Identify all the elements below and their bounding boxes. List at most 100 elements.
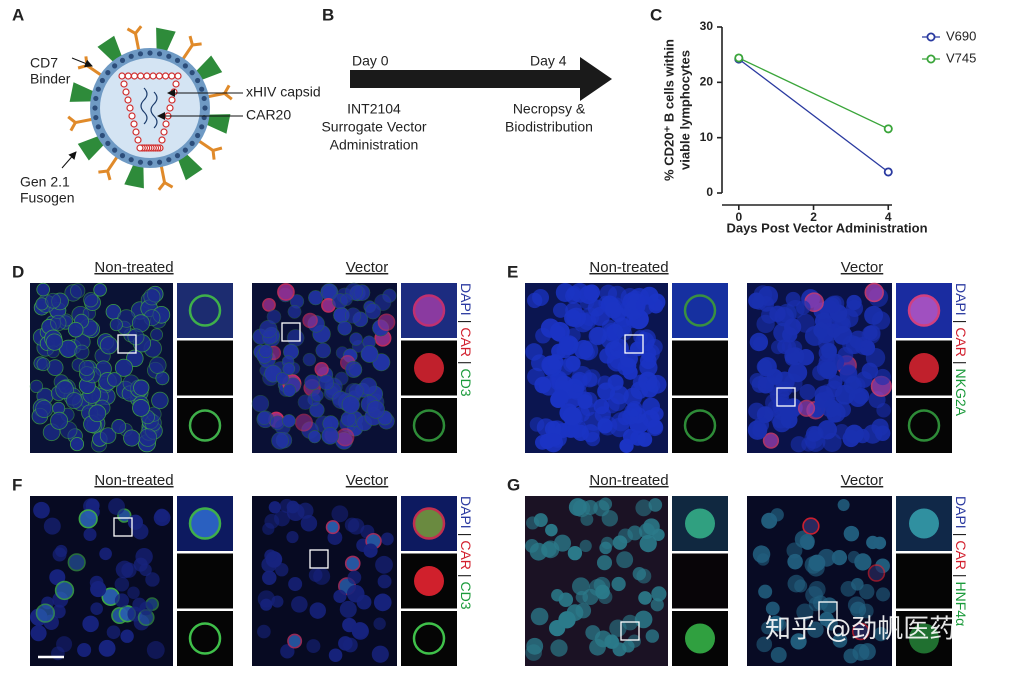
cell [294, 413, 313, 432]
cell [52, 604, 66, 619]
cell [851, 622, 870, 641]
cell [626, 402, 641, 418]
stain-legend: DAPI | CAR | NKG2A [953, 283, 969, 417]
lipid [128, 157, 134, 163]
panel-letter: D [12, 262, 24, 281]
inset-cell [412, 507, 446, 540]
cell [635, 295, 655, 316]
binder [126, 25, 143, 36]
capsid [124, 96, 132, 104]
cell [77, 642, 92, 658]
cell [88, 404, 107, 423]
cell [597, 418, 613, 434]
cell [348, 363, 363, 377]
lipid [93, 114, 99, 121]
cell [752, 545, 771, 563]
cell [642, 397, 661, 416]
cell [339, 293, 353, 306]
inset [177, 283, 233, 338]
cell [270, 415, 285, 431]
step-text: Necropsy & [513, 101, 586, 117]
lipid [99, 77, 105, 84]
cell [525, 343, 543, 361]
arrow [71, 57, 93, 68]
y-tick-label: 30 [700, 19, 714, 33]
cell [845, 375, 861, 390]
cell [280, 644, 295, 659]
cell [876, 402, 891, 418]
cell [786, 542, 803, 559]
cell [597, 382, 616, 401]
lipid [112, 63, 118, 69]
cell [286, 530, 299, 544]
data-point [883, 167, 893, 177]
stain-name: DAPI [458, 496, 474, 529]
legend-marker [926, 54, 936, 64]
cell [345, 307, 362, 324]
cell [133, 557, 148, 572]
cell [761, 621, 775, 635]
cell [850, 601, 867, 618]
cell [645, 377, 661, 393]
cell [98, 639, 116, 657]
cell [808, 596, 824, 612]
cell [65, 392, 83, 410]
lipid [147, 160, 153, 166]
inset [177, 398, 233, 453]
cell [794, 579, 808, 593]
inset-cell [907, 409, 941, 442]
lipid [166, 157, 172, 163]
lipid [128, 53, 134, 59]
cell [133, 379, 150, 396]
cell [804, 429, 824, 449]
cell [99, 547, 112, 561]
cell [74, 344, 90, 360]
data-point [883, 124, 893, 134]
inset-cell [414, 566, 444, 596]
fusogen [77, 135, 105, 161]
stain-separator: | [953, 574, 969, 578]
fusogen [156, 27, 176, 53]
capsid [134, 136, 142, 144]
cell [282, 362, 296, 376]
capsid [170, 88, 178, 96]
cell [262, 570, 277, 586]
stain-separator: | [953, 320, 969, 324]
capsid [168, 72, 176, 80]
cell [314, 362, 329, 377]
cell [611, 412, 631, 432]
inset-cell [188, 507, 222, 540]
stain-separator: | [953, 361, 969, 365]
lipid [156, 51, 163, 57]
cell [342, 637, 358, 653]
inset-cell [188, 294, 222, 327]
step-text: Administration [330, 137, 419, 153]
capsid [132, 128, 140, 136]
cell [308, 430, 322, 444]
y-tick-label: 0 [706, 185, 713, 199]
capsid [166, 104, 174, 112]
roi-box [281, 322, 301, 342]
cell [643, 518, 660, 536]
image-title: Vector [346, 472, 389, 489]
legend-marker [926, 32, 936, 42]
capsid [168, 96, 176, 104]
cell [36, 282, 50, 297]
capsid [149, 72, 157, 80]
cell [340, 411, 357, 427]
step-text: Surrogate Vector [321, 119, 426, 135]
cell [138, 428, 158, 447]
x-tick-label: 2 [810, 210, 817, 224]
capsid [172, 80, 180, 88]
y-tick-label: 10 [700, 130, 714, 144]
panel-letter: A [12, 5, 24, 24]
panel-letter: C [650, 5, 662, 24]
x-tick-label: 4 [885, 210, 892, 224]
cell [852, 387, 870, 405]
stain-separator: | [458, 533, 474, 537]
inset [672, 398, 728, 453]
cell [819, 611, 834, 627]
image-title: Non-treated [589, 472, 668, 489]
lipid [147, 50, 153, 56]
cell [366, 400, 385, 419]
